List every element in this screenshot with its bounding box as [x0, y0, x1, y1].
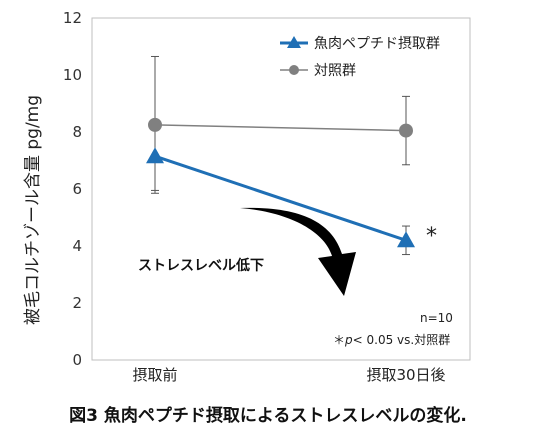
data-point-circle — [148, 117, 162, 132]
data-point-circle — [399, 123, 413, 138]
y-tick-label: 0 — [72, 351, 82, 369]
y-tick-label: 10 — [63, 66, 82, 84]
series-line — [154, 154, 407, 242]
y-tick-label: 4 — [72, 237, 82, 255]
data-point-triangle — [146, 147, 164, 164]
legend-marker-circle — [289, 65, 299, 75]
y-axis-label: 被毛コルチゾール含量 pg/mg — [23, 95, 43, 325]
legend-label: 対照群 — [314, 63, 356, 79]
figure-caption: 図3 魚肉ペプチド摂取によるストレスレベルの変化. — [69, 406, 467, 426]
x-category-label: 摂取前 — [132, 366, 177, 384]
y-tick-label: 8 — [72, 123, 82, 141]
legend-label: 魚肉ペプチド摂取群 — [314, 36, 440, 52]
legend-marker-triangle — [287, 36, 301, 48]
x-category-label: 摂取30日後 — [366, 366, 445, 384]
significance-mark: * — [426, 224, 437, 249]
p-value-note: ＊p< 0.05 vs.対照群 — [333, 333, 450, 347]
data-point-triangle — [397, 231, 415, 248]
y-tick-label: 2 — [72, 294, 82, 312]
decrease-arrow — [240, 207, 356, 296]
arrow-label: ストレスレベル低下 — [138, 257, 264, 274]
series-line — [154, 124, 407, 132]
chart: 0 2 4 6 8 10 12 摂取前 摂取30日後 被毛コルチゾール含量 pg/mg ストレ… — [23, 9, 471, 384]
y-tick-label: 12 — [63, 9, 82, 27]
y-tick-label: 6 — [72, 180, 82, 198]
n-note: n=10 — [420, 311, 453, 325]
plot-frame — [91, 17, 471, 361]
